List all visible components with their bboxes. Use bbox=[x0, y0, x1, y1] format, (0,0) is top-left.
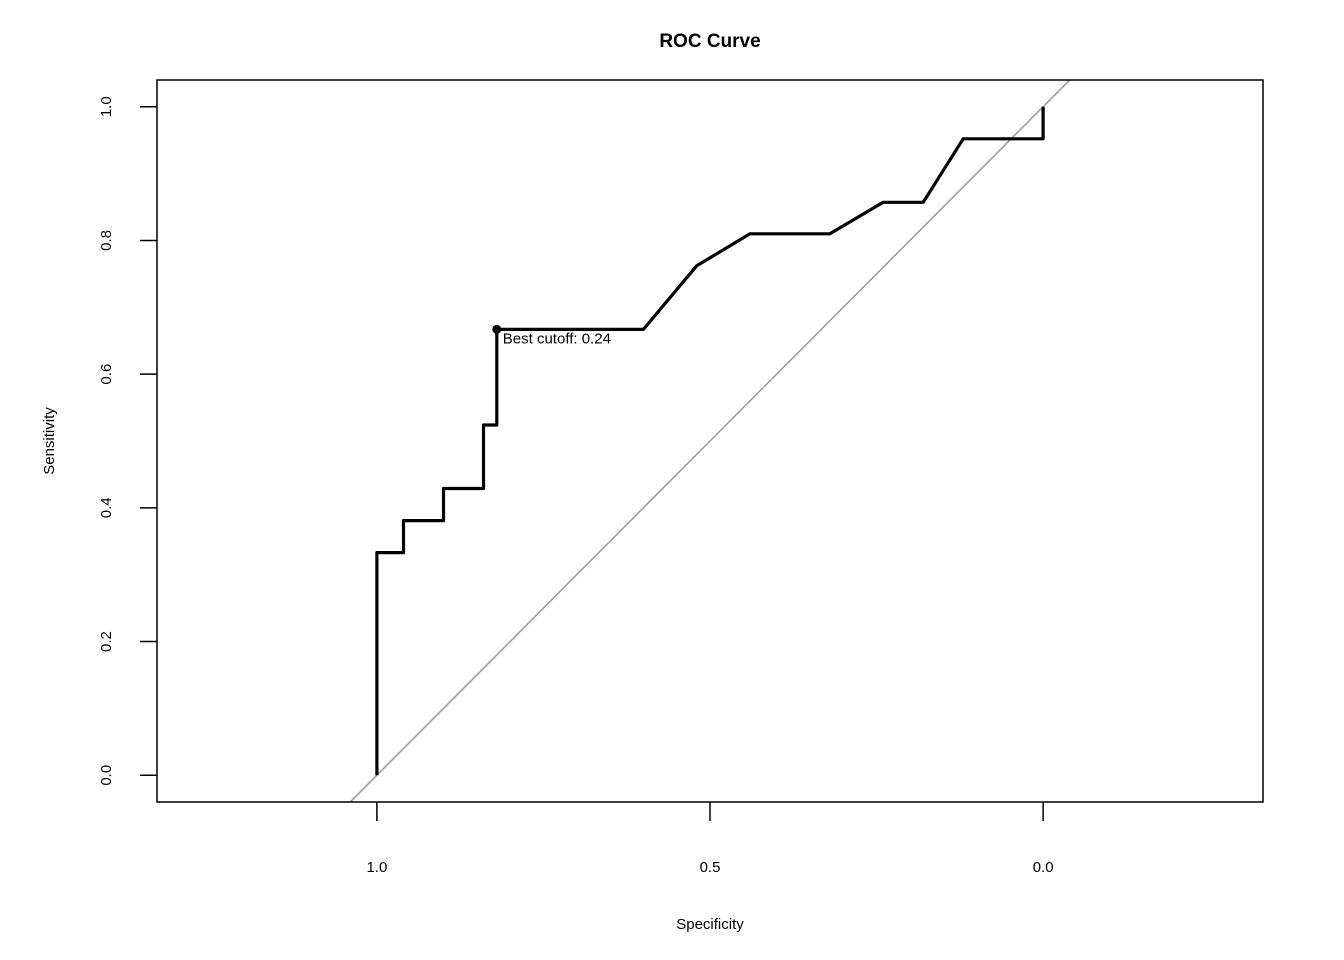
y-tick-label: 0.4 bbox=[98, 497, 115, 518]
y-tick-label: 0.2 bbox=[98, 631, 115, 652]
chart-title: ROC Curve bbox=[659, 31, 760, 52]
y-tick-label: 0.8 bbox=[98, 230, 115, 251]
x-tick-label: 0.5 bbox=[700, 859, 721, 876]
x-tick-label: 0.0 bbox=[1033, 859, 1054, 876]
y-tick-label: 0.0 bbox=[98, 765, 115, 786]
y-tick-label: 0.6 bbox=[98, 364, 115, 385]
y-axis-label: Sensitivity bbox=[41, 407, 58, 475]
x-axis-label: Specificity bbox=[676, 916, 744, 933]
best-cutoff-point bbox=[492, 324, 502, 334]
diagonal-reference-line bbox=[349, 80, 1071, 802]
y-axis: 0.0 0.2 0.4 0.6 0.8 1.0 bbox=[98, 96, 157, 786]
y-tick-label: 1.0 bbox=[98, 96, 115, 117]
best-cutoff-label: Best cutoff: 0.24 bbox=[503, 330, 611, 347]
x-axis: 1.0 0.5 0.0 bbox=[366, 802, 1054, 876]
x-tick-label: 1.0 bbox=[366, 859, 387, 876]
plot-border bbox=[156, 79, 1264, 803]
